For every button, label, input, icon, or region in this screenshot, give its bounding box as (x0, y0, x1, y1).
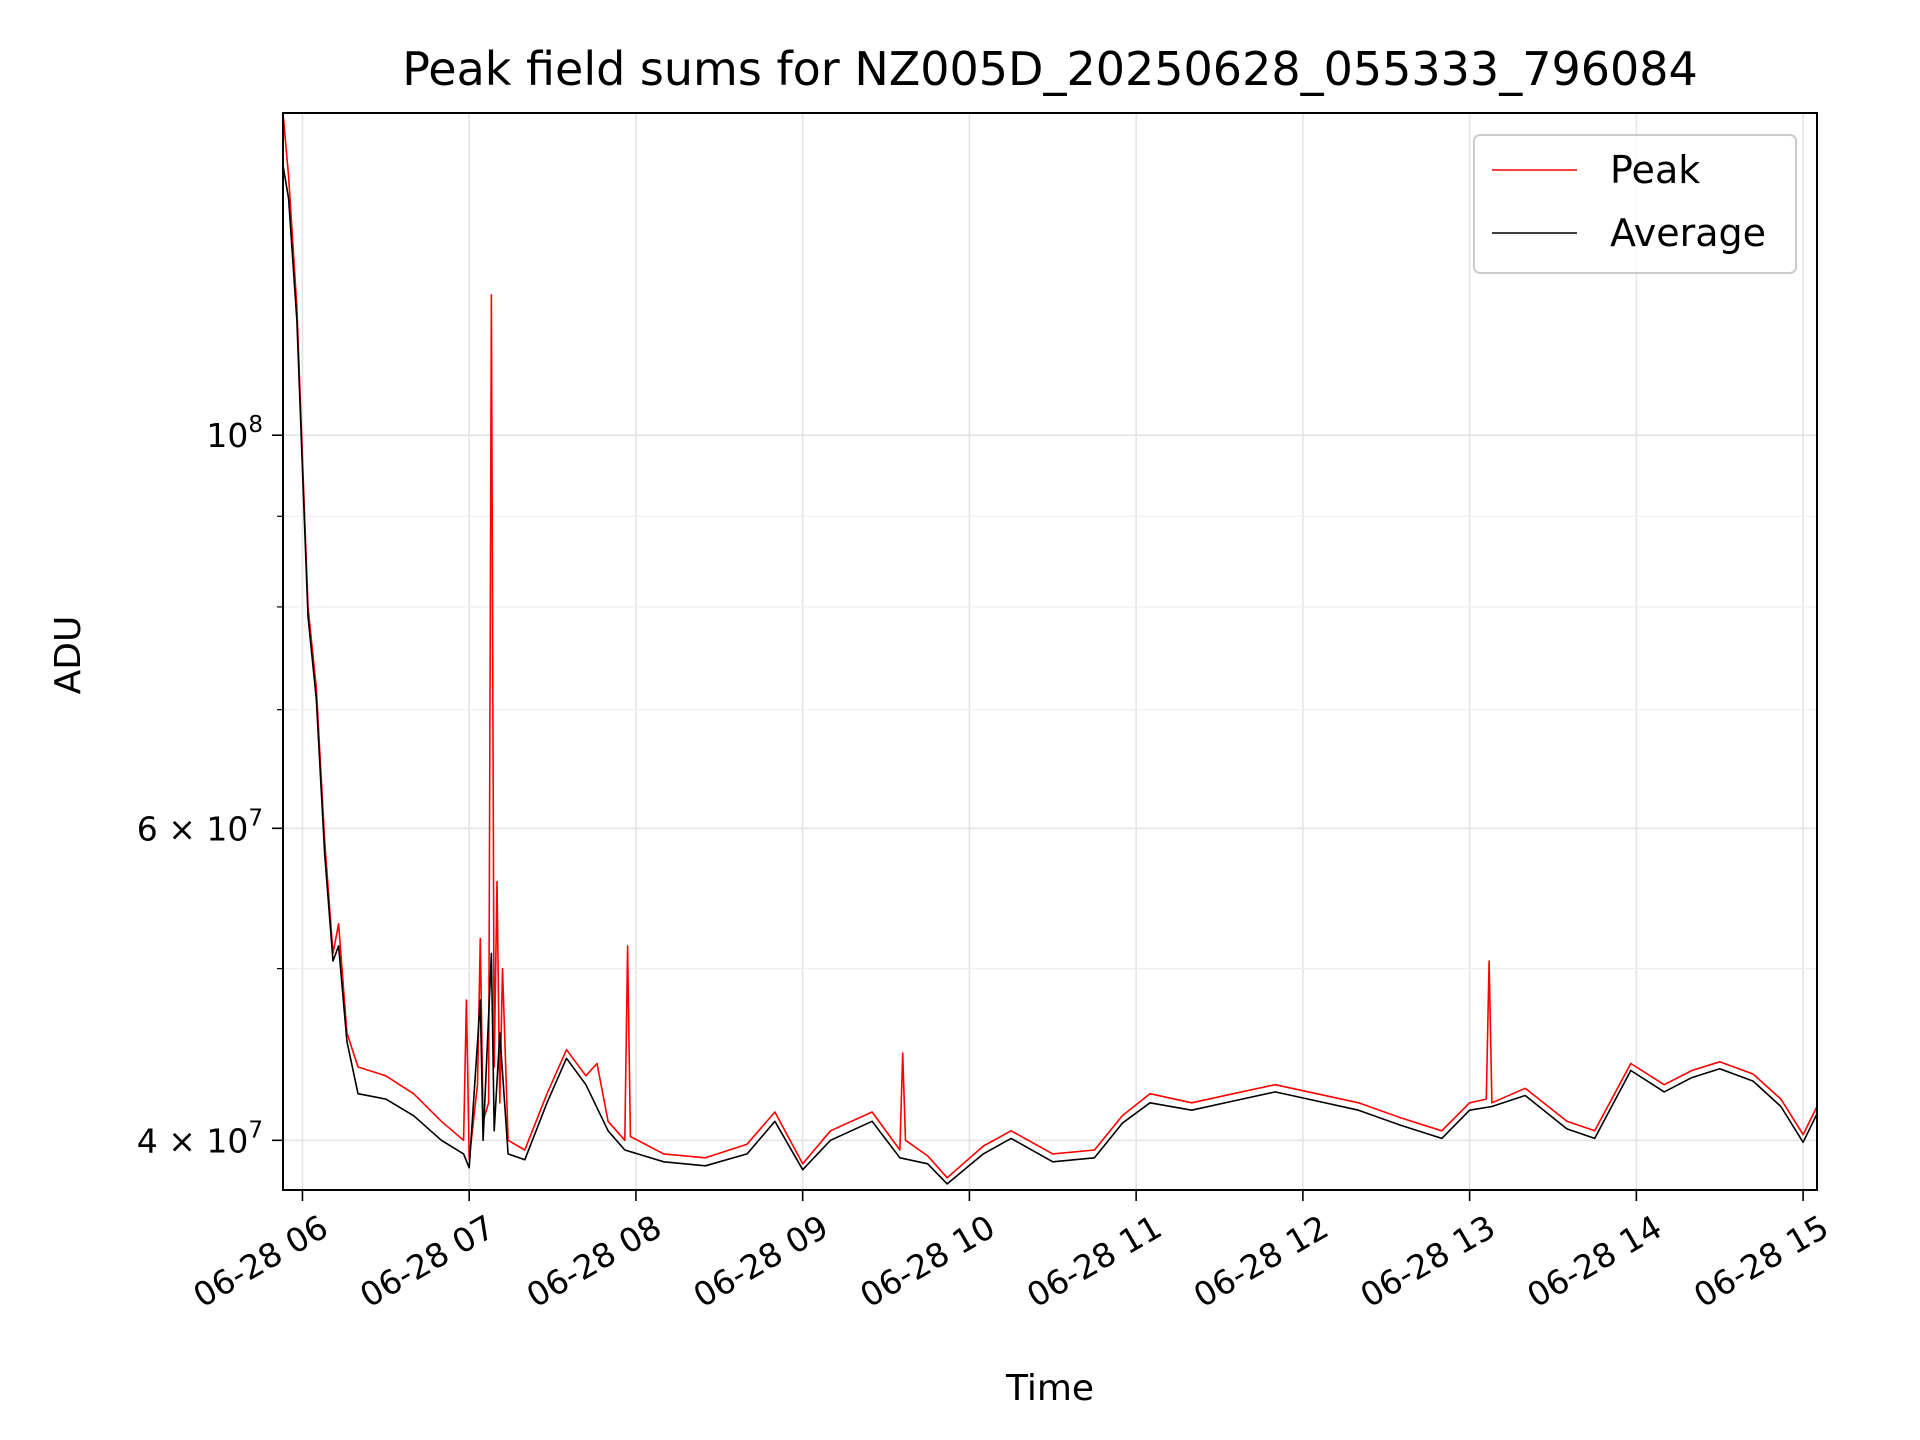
y-tick-label: 6 × 107 (137, 805, 263, 848)
series-line-average (282, 165, 1818, 1185)
chart-title: Peak field sums for NZ005D_20250628_0553… (402, 42, 1698, 96)
legend-label-average: Average (1610, 211, 1766, 255)
grid (283, 113, 1817, 1190)
y-tick-label: 4 × 107 (137, 1117, 263, 1160)
legend: Peak Average (1473, 134, 1797, 274)
x-axis-label: Time (1005, 1368, 1094, 1409)
y-tick-label: 108 (206, 412, 263, 455)
y-axis: 108 6 × 107 4 × 107 (137, 412, 283, 1160)
series-line-peak (282, 112, 1818, 1179)
series-layer (282, 112, 1818, 1185)
plot-frame (282, 112, 1818, 1191)
y-axis-label: ADU (48, 616, 89, 695)
legend-label-peak: Peak (1610, 148, 1700, 192)
